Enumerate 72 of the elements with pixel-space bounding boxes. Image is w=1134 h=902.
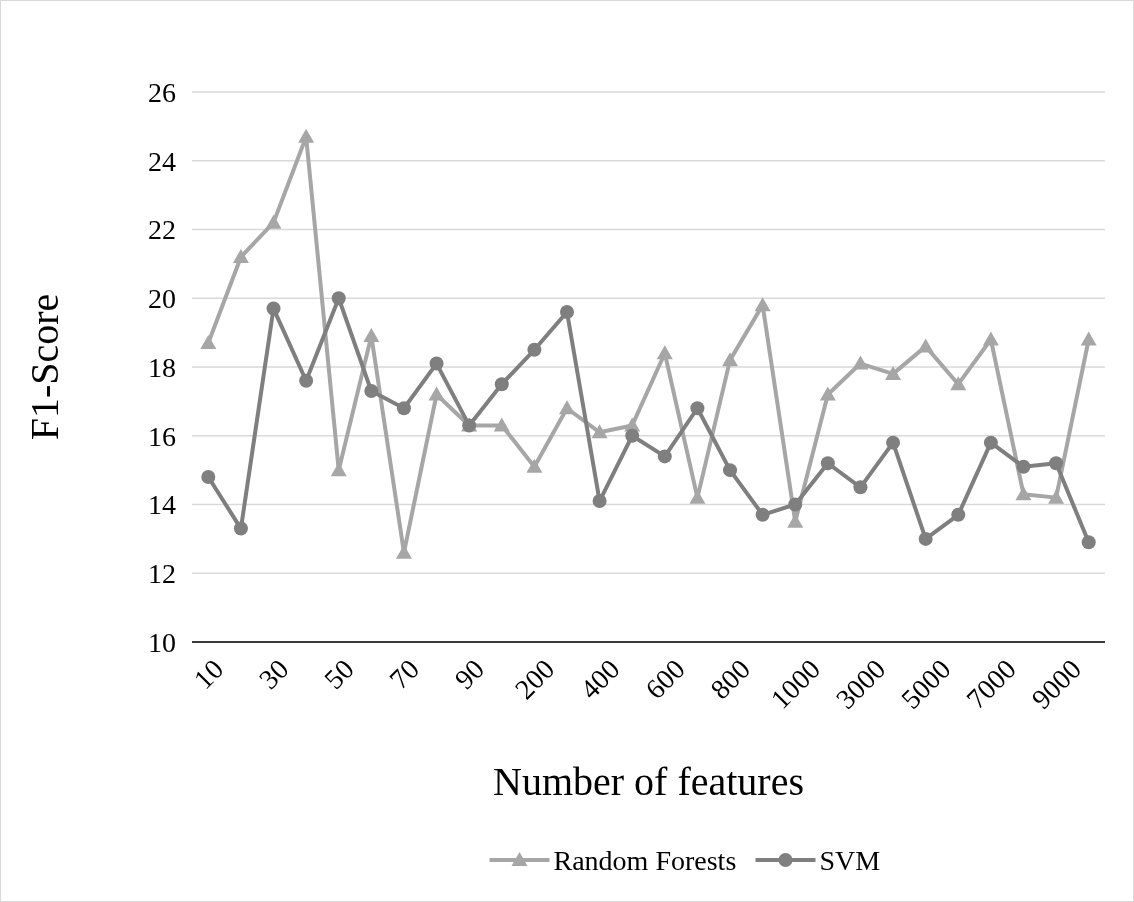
x-tick-label: 400 xyxy=(573,653,626,705)
y-axis-title: F1-Score xyxy=(22,293,67,441)
y-tick-label: 26 xyxy=(148,76,176,108)
point xyxy=(723,463,738,478)
y-tick-label: 18 xyxy=(148,351,176,383)
point xyxy=(493,417,510,432)
point xyxy=(819,386,836,401)
point xyxy=(232,249,249,263)
point xyxy=(591,424,608,439)
y-tick-label: 14 xyxy=(148,489,176,521)
point xyxy=(690,401,705,416)
point xyxy=(722,352,739,367)
x-tick-label: 10 xyxy=(187,653,230,695)
x-tick-label: 200 xyxy=(508,653,561,705)
point xyxy=(917,338,934,353)
point xyxy=(788,497,803,512)
point xyxy=(364,384,379,399)
point xyxy=(1049,456,1064,471)
point xyxy=(1015,486,1032,501)
x-tick-label: 90 xyxy=(448,653,491,695)
point xyxy=(299,373,314,388)
point xyxy=(396,401,411,416)
point xyxy=(265,214,282,229)
point xyxy=(298,128,315,143)
x-tick-label: 30 xyxy=(252,653,295,695)
point xyxy=(233,521,248,536)
point xyxy=(1081,535,1096,550)
point xyxy=(592,494,607,509)
point xyxy=(754,297,771,312)
point xyxy=(625,428,640,443)
y-tick-label: 20 xyxy=(148,283,176,315)
legend-label: SVM xyxy=(819,844,881,876)
point xyxy=(820,456,835,471)
point xyxy=(1048,489,1065,504)
point xyxy=(852,355,869,370)
point xyxy=(200,334,217,349)
point xyxy=(982,331,999,346)
x-tick-label: 50 xyxy=(318,653,360,695)
point xyxy=(266,301,281,316)
y-tick-label: 10 xyxy=(148,626,176,658)
point xyxy=(656,345,673,360)
point xyxy=(429,356,444,371)
point xyxy=(853,480,868,495)
point xyxy=(886,435,901,450)
point xyxy=(1080,331,1097,346)
x-axis-title: Number of features xyxy=(493,759,804,804)
point xyxy=(755,507,770,522)
y-tick-label: 12 xyxy=(148,558,176,590)
x-tick-label: 600 xyxy=(639,653,691,705)
point xyxy=(1016,459,1031,474)
y-tick-label: 24 xyxy=(148,145,176,177)
point xyxy=(428,386,445,401)
point xyxy=(558,400,575,415)
point xyxy=(201,470,216,484)
point xyxy=(951,507,966,522)
y-tick-label: 22 xyxy=(148,214,176,246)
point xyxy=(363,328,380,343)
point xyxy=(657,449,672,464)
point xyxy=(918,531,933,546)
point xyxy=(526,458,543,473)
x-tick-label: 7000 xyxy=(960,653,1022,715)
point xyxy=(527,342,542,357)
point xyxy=(885,365,902,380)
legend-label: Random Forests xyxy=(553,844,737,876)
point xyxy=(983,435,998,450)
y-tick-label: 16 xyxy=(148,420,176,452)
x-tick-label: 800 xyxy=(704,653,757,705)
point xyxy=(494,377,509,392)
point xyxy=(559,305,574,319)
point xyxy=(331,291,346,306)
point xyxy=(950,376,967,391)
x-tick-label: 70 xyxy=(383,653,426,695)
